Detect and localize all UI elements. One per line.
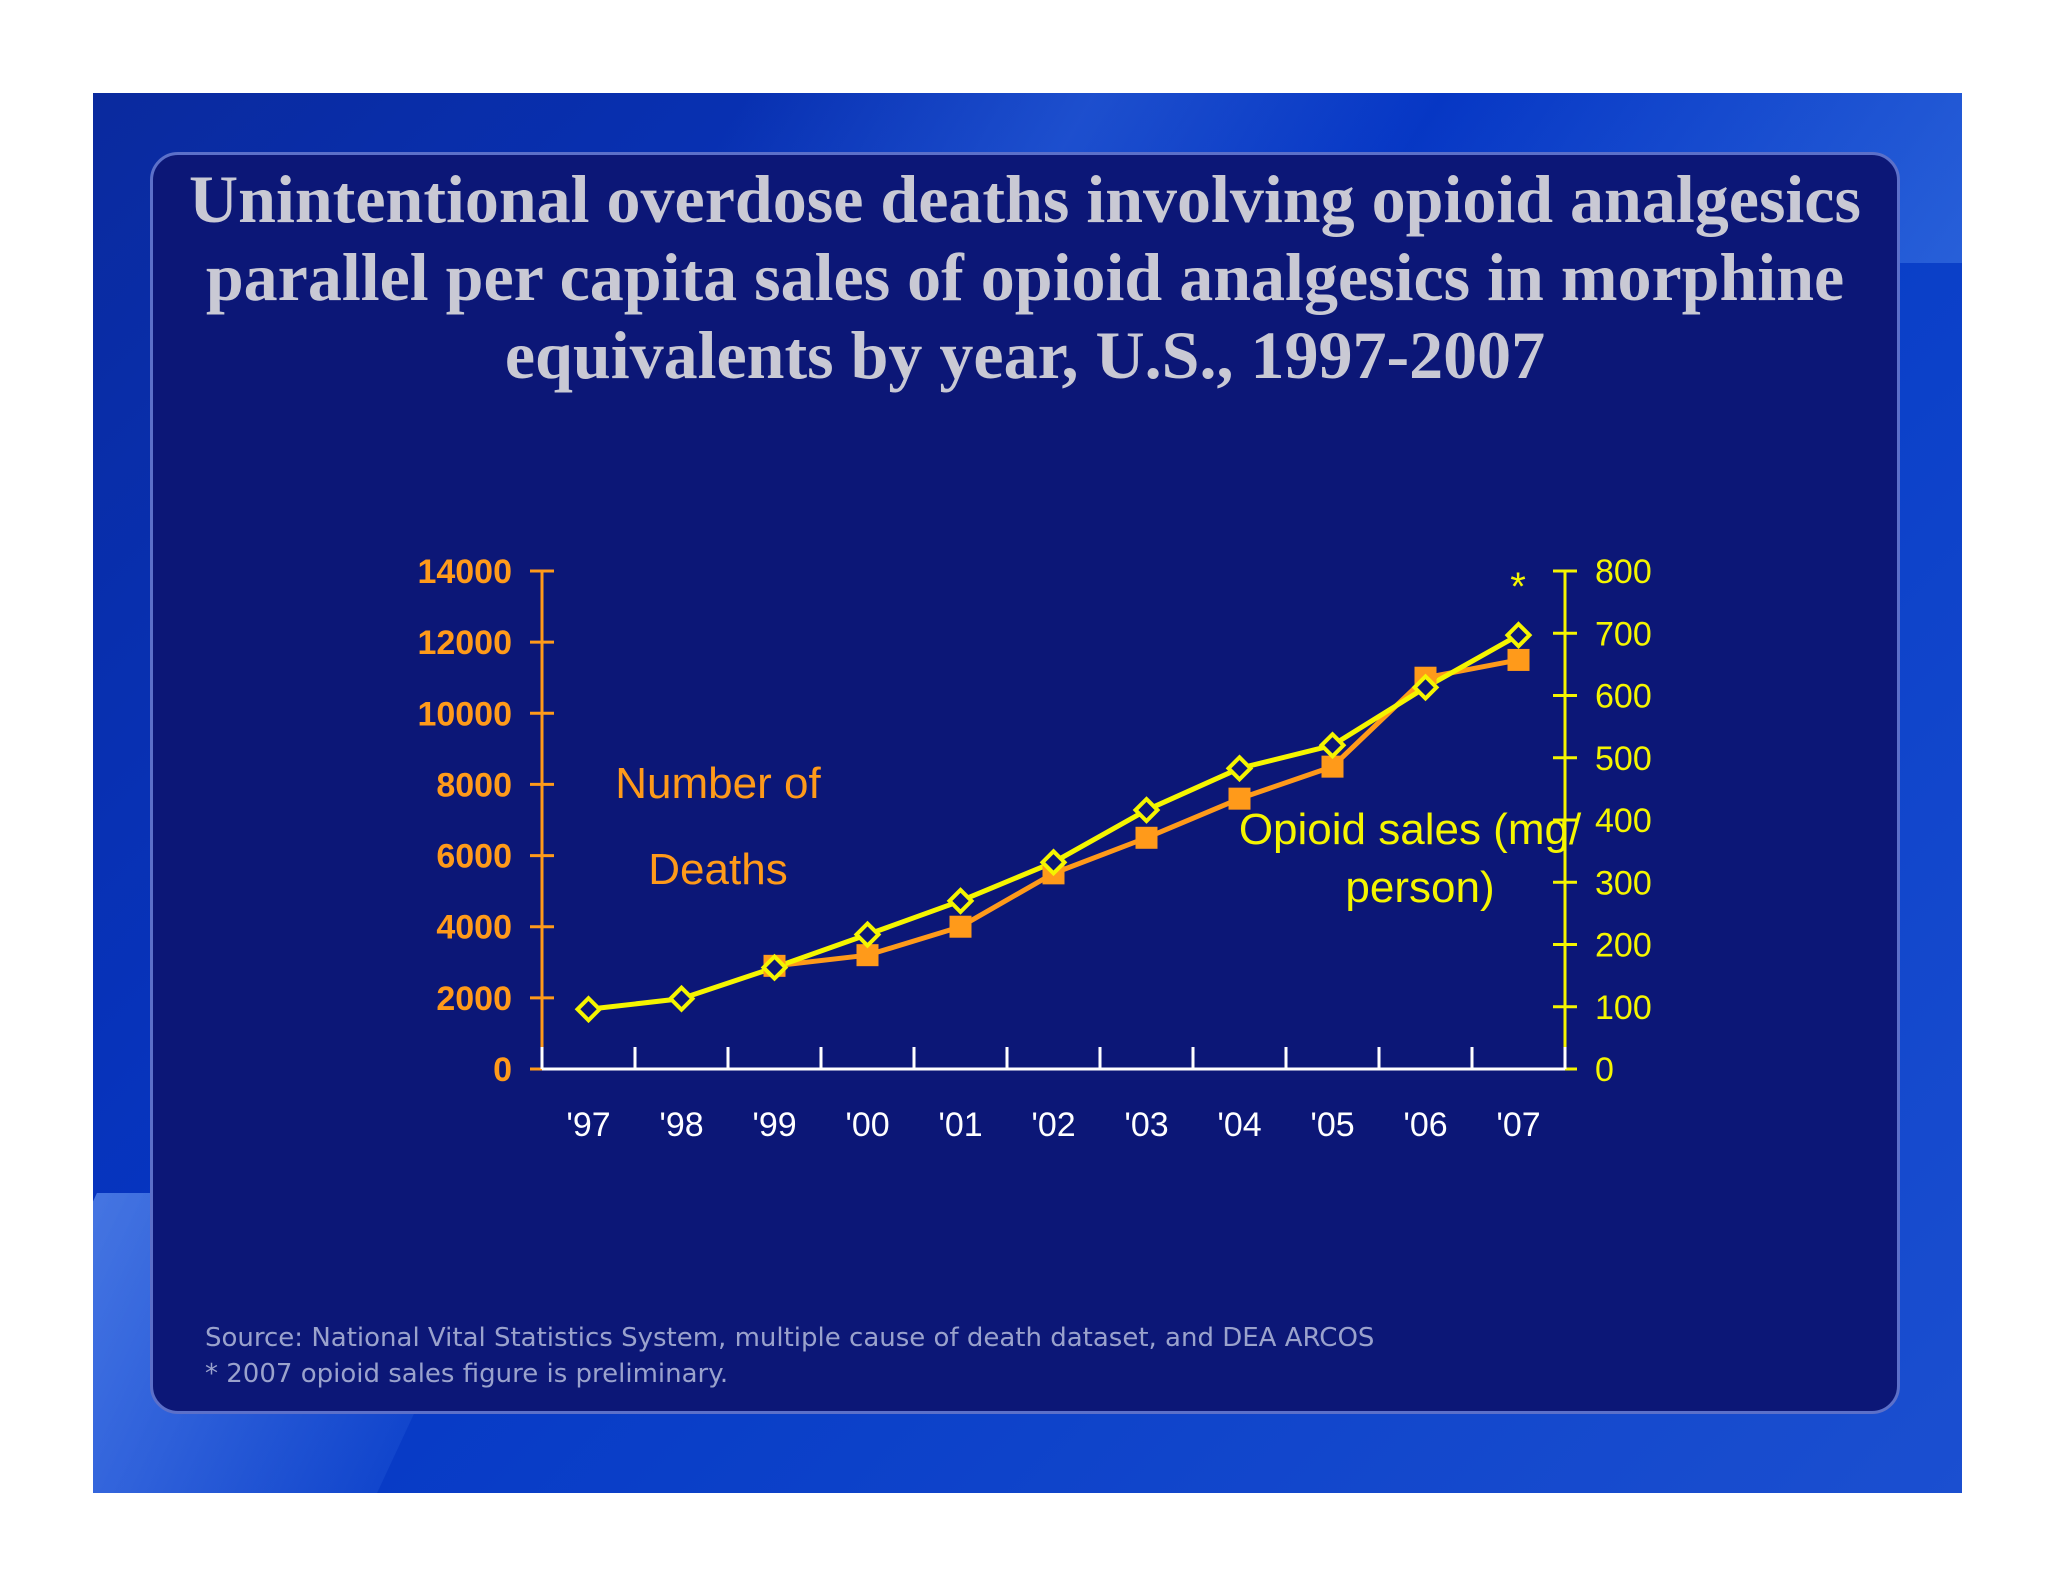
chart-title: Unintentional overdose deaths involving … [189,161,1861,393]
x-axis-tick-label: '97 [566,1106,610,1144]
right-axis-tick-label: 500 [1595,740,1652,778]
x-axis-tick-label: '00 [845,1106,889,1144]
opioid-sales-point [853,920,882,949]
left-series-label-line1: Number of [615,759,821,808]
source-line: Source: National Vital Statistics System… [205,1323,1375,1353]
x-axis-tick-label: '98 [659,1106,703,1144]
left-axis-tick-label: 4000 [436,909,512,947]
x-axis-tick-label: '04 [1217,1106,1261,1144]
opioid-sales-point [574,995,603,1024]
opioid-sales-point [1318,731,1347,760]
deaths-point [856,944,879,967]
right-axis-tick-label: 600 [1595,678,1652,716]
left-axis-tick-label: 10000 [417,695,512,733]
right-series-label-line2: person) [1345,863,1494,912]
left-axis-tick-label: 2000 [436,980,512,1018]
right-axis-tick-label: 800 [1595,553,1652,591]
right-axis-tick-label: 0 [1595,1051,1614,1089]
right-axis-tick-label: 400 [1595,802,1652,840]
deaths-point [1321,755,1344,778]
chart-axes: 0 2000 4000 6000 8000 10000 12000 14000 0 100 200 3… [417,553,1651,1144]
opioid-sales-point [1039,848,1068,877]
left-axis-tick-label: 14000 [417,553,512,591]
deaths-point [1507,648,1530,671]
left-axis-tick-label: 6000 [436,838,512,876]
right-axis-tick-label: 300 [1595,864,1652,902]
opioid-sales-point [667,984,696,1013]
opioid-sales-point [1411,673,1440,702]
right-series-label-line1: Opioid sales (mg/ [1239,805,1582,854]
preliminary-note: * 2007 opioid sales figure is preliminar… [205,1359,729,1389]
deaths-point [949,915,972,938]
left-axis-tick-label: 8000 [436,766,512,804]
x-axis-tick-label: '07 [1496,1106,1540,1144]
x-axis-tick-label: '05 [1310,1106,1354,1144]
x-axis-tick-label: '03 [1124,1106,1168,1144]
content-panel [150,152,1900,1414]
left-series-label-line2: Deaths [648,845,787,894]
left-axis-tick-label: 12000 [417,624,512,662]
opioid-sales-point [1504,621,1533,649]
source-note: Source: National Vital Statistics System… [205,1320,1374,1392]
x-axis-tick-label: '06 [1403,1106,1447,1144]
right-axis-tick-label: 200 [1595,927,1652,965]
opioid-sales-point [1132,796,1161,824]
opioid-sales-point [946,887,975,915]
preliminary-asterisk: * [1510,565,1526,609]
x-axis-tick-label: '99 [752,1106,796,1144]
deaths-point [1228,787,1251,810]
right-axis-tick-label: 100 [1595,989,1652,1027]
x-axis-tick-label: '01 [938,1106,982,1144]
left-axis-tick-label: 0 [493,1051,512,1089]
x-axis-tick-label: '02 [1031,1106,1075,1144]
right-axis-tick-label: 700 [1595,615,1652,653]
opioid-sales-point [760,953,789,982]
chart-labels: Number of Deaths Opioid sales (mg/ perso… [615,565,1582,912]
chart-series [574,621,1533,1024]
deaths-point [1135,826,1158,849]
opioid-sales-point [1225,754,1254,783]
